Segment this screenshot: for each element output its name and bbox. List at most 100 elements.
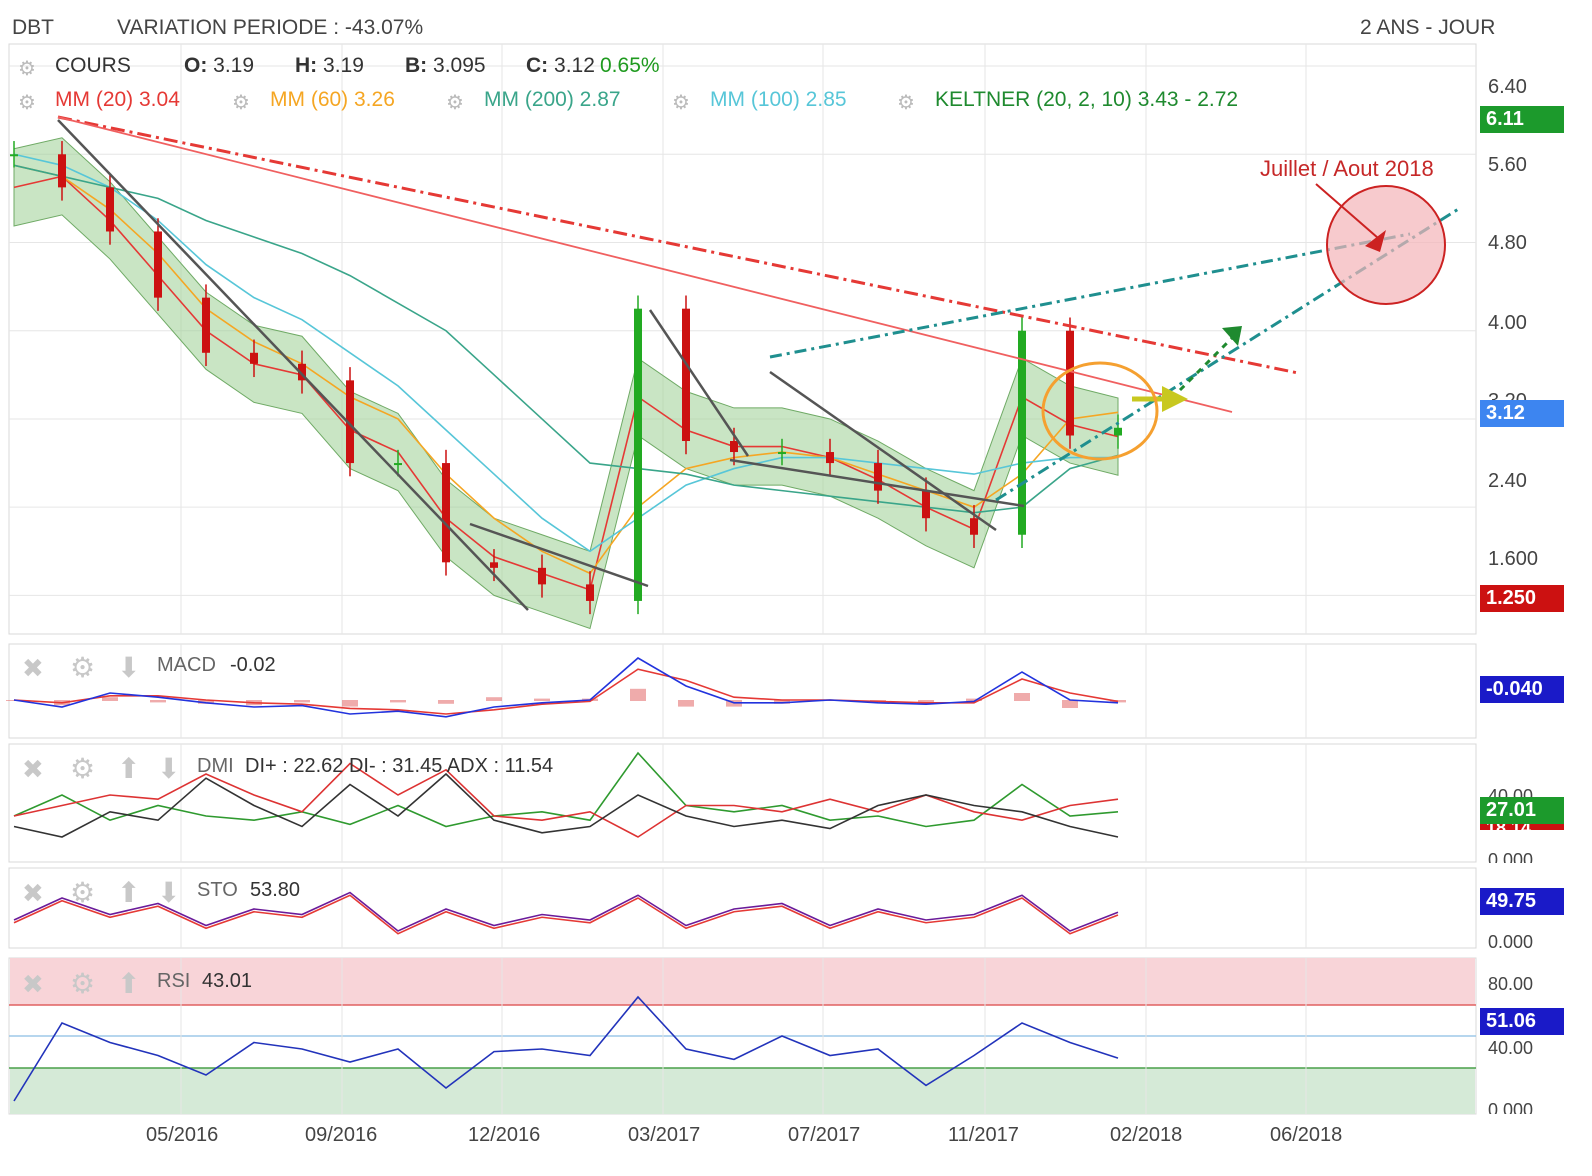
gear-icon[interactable]: ⚙ — [672, 92, 690, 114]
price-tick: 1.600 — [1488, 548, 1539, 570]
trendline-channel-top — [769, 232, 1411, 359]
sto-signal-line — [13, 894, 1119, 935]
change-percent: 0.65% — [600, 54, 660, 77]
ma-line — [13, 153, 1118, 553]
x-tick: 06/2018 — [1270, 1124, 1343, 1146]
macd-histogram-bar — [534, 698, 550, 701]
rsi-oversold-zone — [10, 1068, 1475, 1114]
macd-histogram-bar — [678, 700, 694, 707]
gear-icon[interactable]: ⚙ — [70, 652, 96, 683]
dmi-tick: 0.000 — [1488, 850, 1534, 863]
arrow-up-icon[interactable]: ⬆ — [117, 877, 141, 908]
price-tick: 6.40 — [1488, 76, 1527, 98]
macd-signal-line — [13, 668, 1119, 715]
x-tick: 12/2016 — [468, 1124, 541, 1146]
high-key: H: — [295, 54, 318, 77]
period-label[interactable]: 2 ANS - JOUR — [1360, 16, 1496, 39]
candle-body — [154, 231, 162, 298]
candle-body — [394, 463, 402, 466]
trendline-down-4 — [769, 370, 997, 532]
trendline-down-2 — [469, 522, 649, 588]
arrow-up-icon[interactable]: ⬆ — [117, 753, 141, 784]
trendline-support — [729, 458, 1025, 508]
candle-body — [106, 187, 114, 232]
x-tick: 09/2016 — [305, 1124, 378, 1146]
macd-histogram-bar — [102, 697, 118, 701]
price-tick: 4.00 — [1488, 312, 1527, 334]
price-tick: 4.80 — [1488, 232, 1527, 254]
gear-icon[interactable]: ⚙ — [70, 877, 96, 908]
sto-label: STO — [197, 879, 238, 901]
macd-label: MACD — [157, 654, 216, 676]
arrow-up-icon[interactable]: ⬆ — [117, 968, 141, 999]
close-icon[interactable]: ✖ — [22, 653, 44, 683]
candle-body — [634, 308, 642, 601]
arrow-down-icon[interactable]: ⬇ — [117, 652, 141, 683]
candle-body — [874, 463, 882, 491]
gear-icon[interactable]: ⚙ — [18, 92, 36, 114]
price-pill-current: 3.12 — [1480, 400, 1564, 427]
annotation-pointer-head — [1365, 230, 1386, 252]
green-arrow-head — [1222, 326, 1242, 346]
sto-value: 53.80 — [250, 879, 301, 901]
ma-line — [13, 164, 1119, 575]
panel-frame — [8, 643, 1477, 739]
gear-icon[interactable]: ⚙ — [70, 968, 96, 999]
green-arrow-path — [1178, 328, 1242, 392]
macd-histogram-bar — [630, 688, 646, 701]
gear-icon[interactable]: ⚙ — [232, 92, 250, 114]
ma-line — [13, 175, 1119, 591]
macd-line — [13, 657, 1119, 718]
macd-histogram-bar — [486, 697, 502, 701]
open-key: O: — [184, 54, 208, 77]
gear-icon[interactable]: ⚙ — [70, 753, 96, 784]
dmi-label: DMI — [197, 755, 234, 777]
x-tick: 03/2017 — [628, 1124, 701, 1146]
high-value: H: 3.19 — [295, 54, 364, 78]
trendline-resistance-dashdot — [57, 115, 1299, 375]
rsi-tick: 40.00 — [1488, 1038, 1534, 1058]
adx-line — [13, 772, 1119, 838]
arrow-down-icon[interactable]: ⬇ — [157, 753, 181, 784]
candle-body — [442, 463, 450, 563]
consolidation-ellipse — [1041, 361, 1159, 461]
candle-body — [346, 380, 354, 464]
macd-histogram-bar — [390, 700, 406, 703]
close-icon[interactable]: ✖ — [22, 878, 44, 908]
variation-label: VARIATION PERIODE : -43.07% — [117, 16, 424, 39]
candle-body — [970, 518, 978, 535]
price-tick: 5.60 — [1488, 154, 1527, 176]
low-val: 3.095 — [433, 54, 486, 77]
arrow-down-icon[interactable]: ⬇ — [157, 877, 181, 908]
trendline-down-3 — [648, 309, 750, 457]
trendline-resistance — [57, 116, 1233, 413]
gear-icon[interactable]: ⚙ — [18, 58, 36, 80]
close-icon[interactable]: ✖ — [22, 754, 44, 784]
candle-body — [778, 452, 786, 455]
trendline-down-1 — [57, 119, 529, 611]
rsi-value: 43.01 — [202, 970, 253, 992]
close-value: C: 3.12 — [526, 54, 595, 78]
sto-line — [13, 891, 1119, 932]
dmi-value: DI+ : 22.62 DI- : 31.45 ADX : 11.54 — [245, 755, 554, 777]
candle-body — [298, 363, 306, 381]
rsi-overbought-zone — [10, 958, 1475, 1005]
open-value: O: 3.19 — [184, 54, 254, 78]
dmi-pill-plus: 27.01 — [1480, 797, 1564, 824]
yellow-arrow-head — [1162, 386, 1188, 412]
ma-line — [13, 164, 1119, 514]
gear-icon[interactable]: ⚙ — [446, 92, 464, 114]
rsi-pill: 51.06 — [1480, 1008, 1564, 1035]
candle-body — [1018, 330, 1026, 535]
cours-label: COURS — [55, 54, 131, 77]
candle-body — [826, 452, 834, 464]
mm200-legend: MM (200) 2.87 — [484, 88, 621, 111]
mm100-legend: MM (100) 2.85 — [710, 88, 847, 111]
open-val: 3.19 — [213, 54, 255, 77]
x-tick: 07/2017 — [788, 1124, 861, 1146]
x-tick: 05/2016 — [146, 1124, 219, 1146]
rsi-line — [13, 995, 1119, 1102]
close-icon[interactable]: ✖ — [22, 969, 44, 999]
gear-icon[interactable]: ⚙ — [897, 92, 915, 114]
rsi-label: RSI — [157, 970, 191, 992]
